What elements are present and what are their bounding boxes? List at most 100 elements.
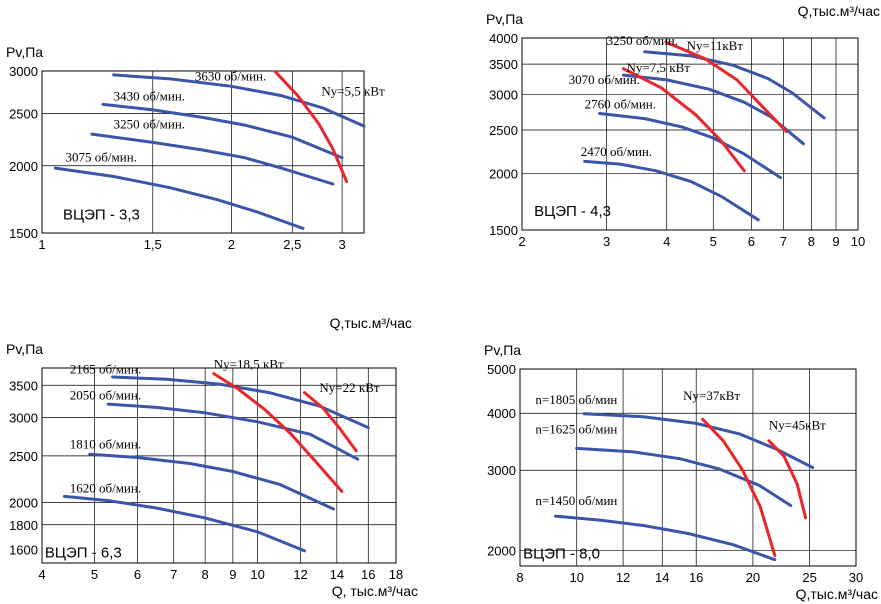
speed-label: 3250 об/мин. xyxy=(607,33,678,48)
speed-curve-1 xyxy=(53,166,305,230)
x-tick-label: 12 xyxy=(293,567,307,582)
x-tick-label: 7 xyxy=(170,567,177,582)
y-tick-label: 2000 xyxy=(9,496,38,511)
x-tick-label: 10 xyxy=(250,567,264,582)
x-tick-label: 2 xyxy=(228,237,235,252)
x-tick-label: 18 xyxy=(389,567,403,582)
model-label: ВЦЭП - 8,0 xyxy=(523,546,600,563)
y-tick-label: 1600 xyxy=(9,542,38,557)
power-label: Ny=37кВт xyxy=(683,388,740,403)
speed-label: 2165 об/мин. xyxy=(70,362,141,377)
speed-curve-2 xyxy=(598,112,782,180)
speed-curve-2 xyxy=(88,452,335,511)
y-tick-label: 2500 xyxy=(9,449,38,464)
plot-frame xyxy=(41,367,397,564)
x-tick-label: 5 xyxy=(710,234,717,249)
speed-curve-4 xyxy=(111,375,370,430)
y-tick-label: 3000 xyxy=(487,463,516,478)
y-tick-label: 1500 xyxy=(489,223,518,238)
x-tick-label: 3 xyxy=(339,237,346,252)
power-label: Ny=22 кВт xyxy=(319,380,379,395)
speed-label: 2050 об/мин. xyxy=(70,388,141,403)
x-tick-label: 5 xyxy=(91,567,98,582)
x-tick-label: 3 xyxy=(603,234,610,249)
x-tick-label: 7 xyxy=(780,234,787,249)
x-tick-label: 1,5 xyxy=(144,237,162,252)
x-tick-label: 25 xyxy=(802,570,816,585)
chart-panel-2: 2 3 4 5 6 7 8 9 10 1500 2000 2500 3000 3500 4000 2470 о… xyxy=(486,3,880,249)
speed-label: n=1625 об/мин xyxy=(535,422,617,437)
y-tick-label: 3000 xyxy=(9,411,38,426)
speed-label: 1620 об/мин. xyxy=(70,480,141,495)
power-curve-1 xyxy=(701,417,777,558)
y-tick-label: 5000 xyxy=(487,362,516,377)
x-tick-label: 12 xyxy=(616,570,630,585)
y-tick-label: 1800 xyxy=(9,518,38,533)
y-tick-label: 1500 xyxy=(9,226,38,241)
x-axis-title: Q, тыс.м³/час xyxy=(332,583,418,599)
x-tick-label: 1 xyxy=(38,237,45,252)
y-tick-label: 2000 xyxy=(9,159,38,174)
speed-curve-4 xyxy=(643,50,826,120)
y-axis-title: Pv,Па xyxy=(6,44,43,60)
speed-label: 1810 об/мин. xyxy=(70,436,141,451)
x-tick-label: 8 xyxy=(808,234,815,249)
speed-curve-1 xyxy=(62,494,306,553)
y-tick-label: 4000 xyxy=(489,31,518,46)
power-curve-1 xyxy=(273,70,349,183)
power-curve-2 xyxy=(665,41,788,134)
x-axis-title: Q,тыс.м³/час xyxy=(798,3,880,19)
x-tick-label: 6 xyxy=(748,234,755,249)
x-tick-label: 4 xyxy=(663,234,670,249)
speed-label: 2470 об/мин. xyxy=(581,144,652,159)
speed-curve-2 xyxy=(575,446,793,507)
x-tick-label: 8 xyxy=(516,570,523,585)
speed-curve-3 xyxy=(582,412,815,470)
plot-frame xyxy=(519,368,857,567)
x-tick-label: 20 xyxy=(746,570,760,585)
speed-label: 3630 об/мин. xyxy=(195,69,266,84)
power-label: Ny=18,5 кВт xyxy=(214,357,284,372)
y-tick-label: 2000 xyxy=(489,167,518,182)
power-curve-2 xyxy=(767,439,808,520)
x-tick-label: 10 xyxy=(851,234,865,249)
x-tick-label: 4 xyxy=(38,567,45,582)
x-tick-label: 16 xyxy=(689,570,703,585)
y-tick-label: 3000 xyxy=(9,64,38,79)
chart-panel-3: 4 5 6 7 8 9 10 12 14 16 18 1600 1800 2000 2500 3000 3500… xyxy=(6,315,418,599)
model-label: ВЦЭП - 3,3 xyxy=(63,206,140,223)
speed-label: n=1805 об/мин xyxy=(535,392,617,407)
y-tick-label: 2000 xyxy=(487,544,516,559)
x-tick-label: 14 xyxy=(330,567,344,582)
x-tick-label: 9 xyxy=(229,567,236,582)
speed-label: 3070 об/мин. xyxy=(569,72,640,87)
y-tick-label: 4000 xyxy=(487,406,516,421)
x-tick-label: 6 xyxy=(134,567,141,582)
model-label: ВЦЭП - 4,3 xyxy=(534,203,611,220)
x-axis-title-top: Q,тыс.м³/час xyxy=(330,315,412,331)
speed-label: n=1450 об/мин xyxy=(535,493,617,508)
model-label: ВЦЭП - 6,3 xyxy=(45,544,122,561)
speed-curve-1 xyxy=(554,514,777,562)
power-label: Ny=45кВт xyxy=(769,418,826,433)
y-tick-label: 2500 xyxy=(9,107,38,122)
speed-curve-4 xyxy=(112,73,366,128)
power-curve-2 xyxy=(303,391,358,453)
power-label: Ny=7,5 кВт xyxy=(627,60,691,75)
y-tick-label: 3500 xyxy=(9,378,38,393)
x-tick-label: 10 xyxy=(569,570,583,585)
chart-panel-1: 1 1,5 2 2,5 3 1500 2000 2500 3000 3075 об/мин. 325… xyxy=(6,44,385,252)
speed-curve-1 xyxy=(583,159,760,222)
chart-panel-4: 8 10 12 14 16 20 25 30 2000 3000 4000 5000 n=1450 об… xyxy=(484,342,878,602)
power-curve-1 xyxy=(212,372,344,493)
x-tick-label: 14 xyxy=(655,570,669,585)
speed-curve-3 xyxy=(101,102,344,160)
x-tick-label: 2 xyxy=(518,234,525,249)
speed-curve-2 xyxy=(90,132,335,186)
x-tick-label: 16 xyxy=(361,567,375,582)
speed-curve-3 xyxy=(106,402,360,461)
x-axis-title: Q,тыс.м³/час xyxy=(796,586,878,602)
power-label: Ny=5,5 кВт xyxy=(321,84,385,99)
